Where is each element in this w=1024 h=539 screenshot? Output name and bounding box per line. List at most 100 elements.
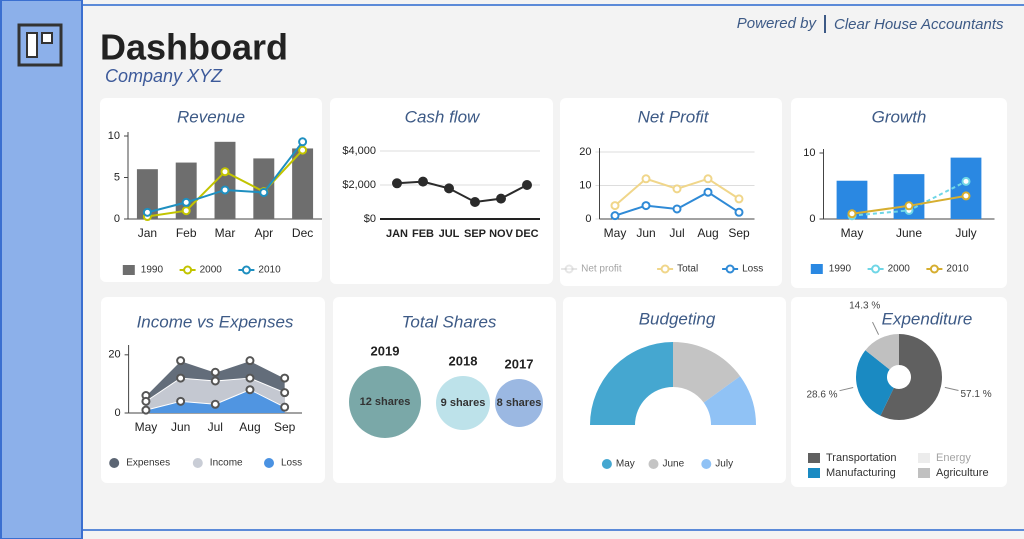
leader-line <box>872 321 880 335</box>
chart-title: Net Profit <box>638 107 710 126</box>
x-tick-label: July <box>955 226 976 240</box>
legend-swatch <box>918 468 930 478</box>
legend-swatch <box>122 265 135 275</box>
y-tick-label: 0 <box>585 213 591 225</box>
category-label: 2017 <box>505 356 534 371</box>
point <box>961 176 971 186</box>
leader-line <box>839 387 854 392</box>
point <box>470 197 480 207</box>
point <box>847 209 857 219</box>
point <box>245 373 255 383</box>
slice <box>855 350 894 416</box>
x-tick-label: NOV <box>489 228 514 240</box>
point <box>245 385 255 395</box>
x-tick-label: Mar <box>215 226 236 240</box>
legend-swatch <box>109 458 120 468</box>
legend-swatch <box>660 264 670 274</box>
point <box>298 145 308 155</box>
area <box>145 389 285 413</box>
x-tick-label: Apr <box>254 226 273 240</box>
legend-swatch <box>601 459 612 469</box>
slice <box>865 334 899 370</box>
point <box>141 405 151 415</box>
y-tick-label: 20 <box>579 146 591 158</box>
point <box>703 174 713 184</box>
legend-swatch <box>918 453 930 463</box>
value-label: 9 shares <box>441 397 486 409</box>
value-label: 57.1 % <box>960 389 991 400</box>
legend-swatch <box>648 459 659 469</box>
value-label: 8 shares <box>497 397 542 409</box>
value-label: 12 shares <box>360 396 411 408</box>
legend-label: Agriculture <box>936 467 989 479</box>
legend-label: Loss <box>742 264 763 275</box>
point <box>392 178 402 189</box>
point <box>142 207 152 217</box>
x-tick-label: JUL <box>439 228 460 240</box>
bubble <box>349 366 421 438</box>
y-tick-label: $4,000 <box>342 145 376 157</box>
legend-label: 2000 <box>200 265 223 276</box>
legend-label: Total <box>677 264 698 275</box>
value-label: 14.3 % <box>849 300 880 311</box>
bar <box>214 141 236 219</box>
point <box>298 137 308 147</box>
point <box>672 204 682 214</box>
legend-label: July <box>715 459 733 470</box>
logo <box>17 23 63 67</box>
point <box>496 193 506 204</box>
legend-label: 1990 <box>829 264 852 275</box>
legend-swatch <box>264 458 274 468</box>
slice <box>880 334 943 421</box>
brand: Clear House Accountants <box>834 16 1004 33</box>
chart-title: Expenditure <box>882 309 973 328</box>
x-tick-label: Jul <box>669 226 684 240</box>
powered-by: Powered by <box>737 15 818 32</box>
x-tick-label: JAN <box>386 228 408 240</box>
bubble <box>495 379 543 427</box>
chart-title: Total Shares <box>402 312 497 331</box>
legend-label: 2010 <box>946 264 969 275</box>
y-tick-label: 20 <box>108 349 120 361</box>
card <box>330 98 553 284</box>
card <box>560 98 782 286</box>
x-tick-label: Aug <box>697 226 718 240</box>
point <box>444 183 454 194</box>
x-tick-label: SEP <box>464 228 486 240</box>
x-tick-label: Sep <box>728 226 750 240</box>
point <box>245 356 255 366</box>
y-tick-label: 10 <box>579 179 591 191</box>
point <box>176 396 186 406</box>
point <box>181 206 191 216</box>
category-label: 2019 <box>371 343 400 358</box>
legend-swatch <box>192 458 203 468</box>
legend-label: June <box>663 459 685 470</box>
legend-label: Net profit <box>581 264 622 275</box>
value-label: 28.6 % <box>806 389 837 400</box>
point <box>703 187 713 197</box>
x-tick-label: May <box>604 226 627 240</box>
x-tick-label: FEB <box>412 228 434 240</box>
legend-swatch <box>564 264 574 274</box>
x-tick-label: May <box>841 226 864 240</box>
chart-title: Revenue <box>177 107 245 126</box>
y-tick-label: 5 <box>114 171 120 183</box>
y-tick-label: $2,000 <box>342 179 376 191</box>
y-tick-label: 10 <box>108 130 120 142</box>
y-tick-label: 0 <box>114 407 120 419</box>
legend-label: May <box>616 459 635 470</box>
point <box>672 184 682 194</box>
x-tick-label: Dec <box>292 226 313 240</box>
point <box>280 402 290 412</box>
point <box>210 367 220 377</box>
x-tick-label: May <box>135 420 158 434</box>
slice <box>673 342 741 403</box>
chart-title: Cash flow <box>405 107 481 126</box>
y-tick-label: 0 <box>809 213 815 225</box>
legend-swatch <box>808 453 820 463</box>
point <box>259 187 269 197</box>
legend-swatch <box>183 265 193 275</box>
legend-swatch <box>810 264 823 274</box>
chart-title: Growth <box>872 107 927 126</box>
point <box>641 201 651 211</box>
